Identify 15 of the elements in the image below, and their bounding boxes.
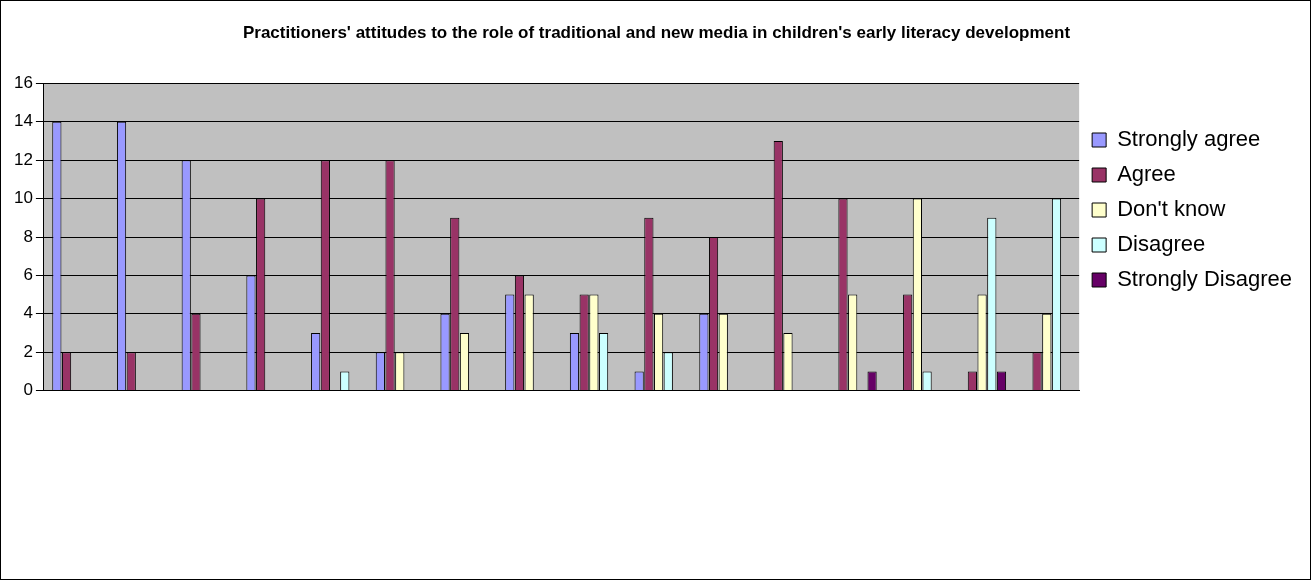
y-tick-label: 0 (23, 380, 33, 400)
legend-label: Strongly Disagree (1117, 266, 1293, 292)
legend-label: Don't know (1117, 196, 1226, 222)
legend-label: Agree (1117, 161, 1176, 187)
y-tick-label: 6 (23, 265, 33, 285)
y-tick-label: 16 (13, 73, 33, 93)
legend-label: Strongly agree (1117, 126, 1261, 152)
y-tick-label: 2 (23, 341, 33, 361)
chart-title: Practitioners' attitudes to the role of traditional and new media in children's early literacy development (242, 22, 1071, 42)
y-tick-label: 4 (23, 303, 33, 323)
y-tick-label: 8 (23, 226, 33, 246)
legend-label: Disagree (1117, 231, 1206, 257)
y-tick-label: 10 (13, 188, 33, 208)
y-tick-label: 14 (13, 111, 33, 131)
y-tick-label: 12 (13, 149, 33, 169)
